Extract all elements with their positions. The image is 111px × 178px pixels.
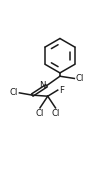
Text: F: F	[59, 86, 64, 95]
Text: N: N	[39, 81, 46, 90]
Text: Cl: Cl	[35, 109, 44, 118]
Text: Cl: Cl	[76, 74, 84, 83]
Text: Cl: Cl	[52, 109, 60, 118]
Text: Cl: Cl	[10, 88, 18, 97]
